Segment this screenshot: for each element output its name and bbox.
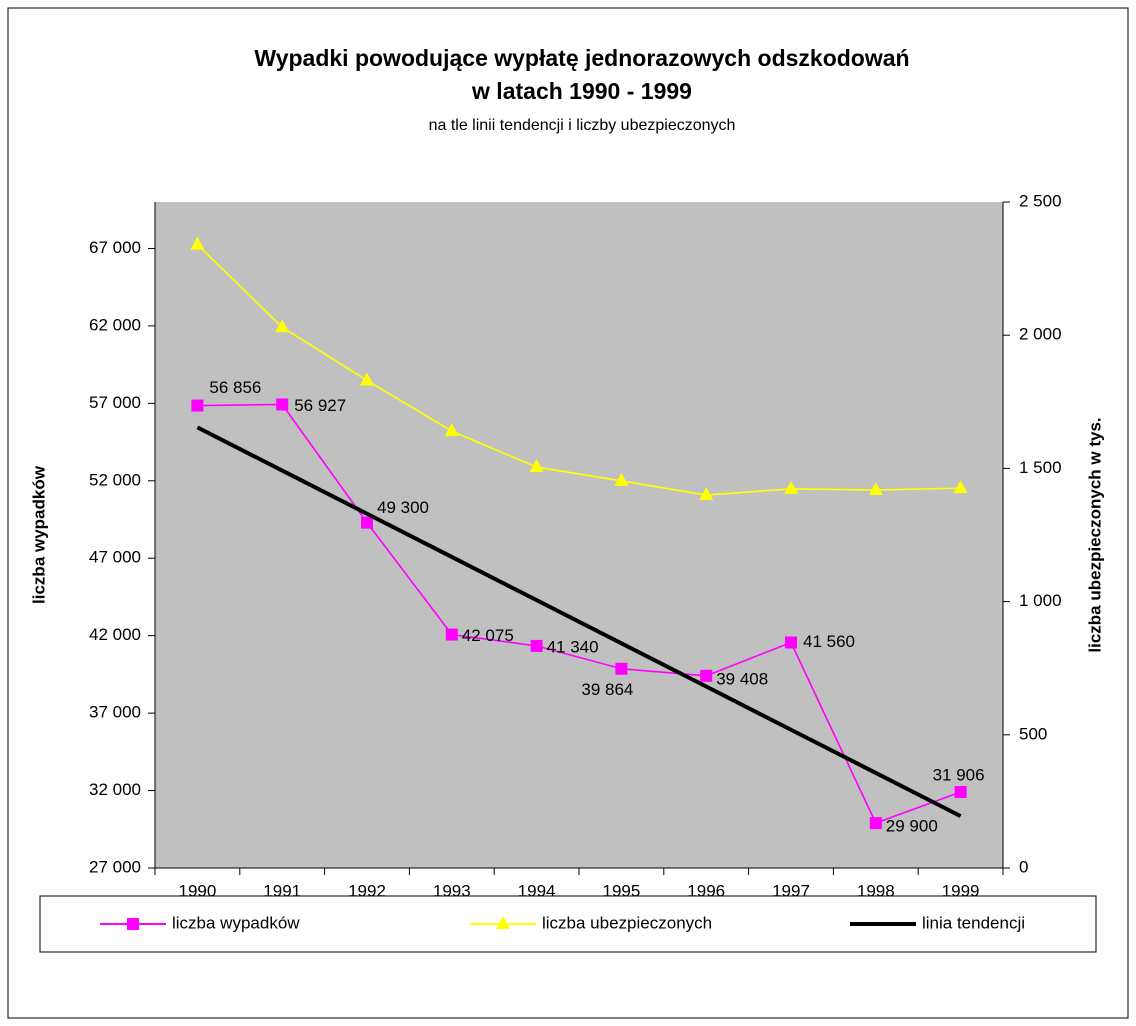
data-label: 41 340 (547, 637, 599, 656)
y-tick-label: 27 000 (89, 857, 141, 876)
y-tick-label: 67 000 (89, 238, 141, 257)
chart-subtitle: na tle linii tendencji i liczby ubezpiec… (429, 117, 736, 134)
point (496, 916, 510, 929)
series-line (197, 403, 961, 825)
x-tick-label: 1990 (178, 881, 216, 900)
x-tick-label: 1996 (687, 881, 725, 900)
data-label: 39 864 (581, 680, 633, 699)
point (785, 636, 797, 649)
y2-tick-label: 2 500 (1019, 191, 1062, 210)
x-tick-label: 1995 (602, 881, 640, 900)
point (360, 372, 374, 386)
point (784, 480, 798, 494)
y-tick-label: 42 000 (89, 625, 141, 644)
data-label: 42 075 (462, 626, 514, 645)
point (276, 398, 289, 411)
x-tick-label: 1997 (772, 881, 810, 900)
data-label: 29 900 (886, 817, 938, 836)
point (954, 786, 967, 799)
y-tick-label: 32 000 (89, 780, 141, 799)
data-label: 49 300 (377, 498, 429, 517)
y-tick-label: 57 000 (89, 393, 141, 412)
chart-title: Wypadki powodujące wypłatę jednorazowych… (254, 45, 909, 71)
y2-tick-label: 1 000 (1019, 591, 1062, 610)
y2-tick-label: 1 500 (1019, 458, 1062, 477)
x-tick-label: 1994 (518, 881, 556, 900)
point (529, 459, 544, 473)
legend-box (39, 895, 1097, 953)
data-label: 41 560 (803, 632, 855, 651)
y-tick-label: 37 000 (89, 703, 141, 722)
x-tick-label: 1999 (942, 881, 980, 900)
chart-title: w latach 1990 - 1999 (471, 78, 692, 104)
x-tick-label: 1998 (857, 881, 895, 900)
point (614, 472, 629, 486)
series-line (196, 244, 961, 496)
y-tick-label: 52 000 (89, 470, 141, 489)
point (190, 236, 205, 250)
point (361, 516, 373, 529)
y2-tick-label: 0 (1019, 857, 1028, 876)
y-tick-label: 62 000 (89, 315, 141, 334)
point (445, 628, 458, 641)
legend-label: liczba wypadków (172, 913, 300, 932)
series-line (196, 425, 962, 818)
legend-label: linia tendencji (922, 913, 1025, 932)
point (868, 481, 883, 495)
data-label: 56 927 (294, 396, 346, 415)
point (444, 423, 459, 437)
x-tick-label: 1992 (348, 881, 386, 900)
y2-axis-title: liczba ubezpieczonych w tys. (1085, 417, 1104, 652)
y2-tick-label: 2 000 (1019, 325, 1062, 344)
point (127, 918, 139, 930)
point (615, 662, 628, 675)
y2-tick-label: 500 (1019, 724, 1047, 743)
point (699, 487, 714, 501)
data-label: 39 408 (716, 669, 768, 688)
x-tick-label: 1991 (263, 881, 301, 900)
data-label: 31 906 (933, 765, 985, 784)
data-label: 56 856 (209, 378, 261, 397)
point (275, 319, 290, 333)
y-axis-title: liczba wypadków (29, 465, 48, 604)
point (191, 399, 204, 412)
y-tick-label: 47 000 (89, 548, 141, 567)
plot-area (155, 202, 1003, 868)
legend-label: liczba ubezpieczonych (542, 913, 712, 932)
point (953, 480, 968, 494)
point (869, 817, 882, 830)
point (530, 639, 543, 652)
x-tick-label: 1993 (433, 881, 471, 900)
point (700, 669, 713, 682)
